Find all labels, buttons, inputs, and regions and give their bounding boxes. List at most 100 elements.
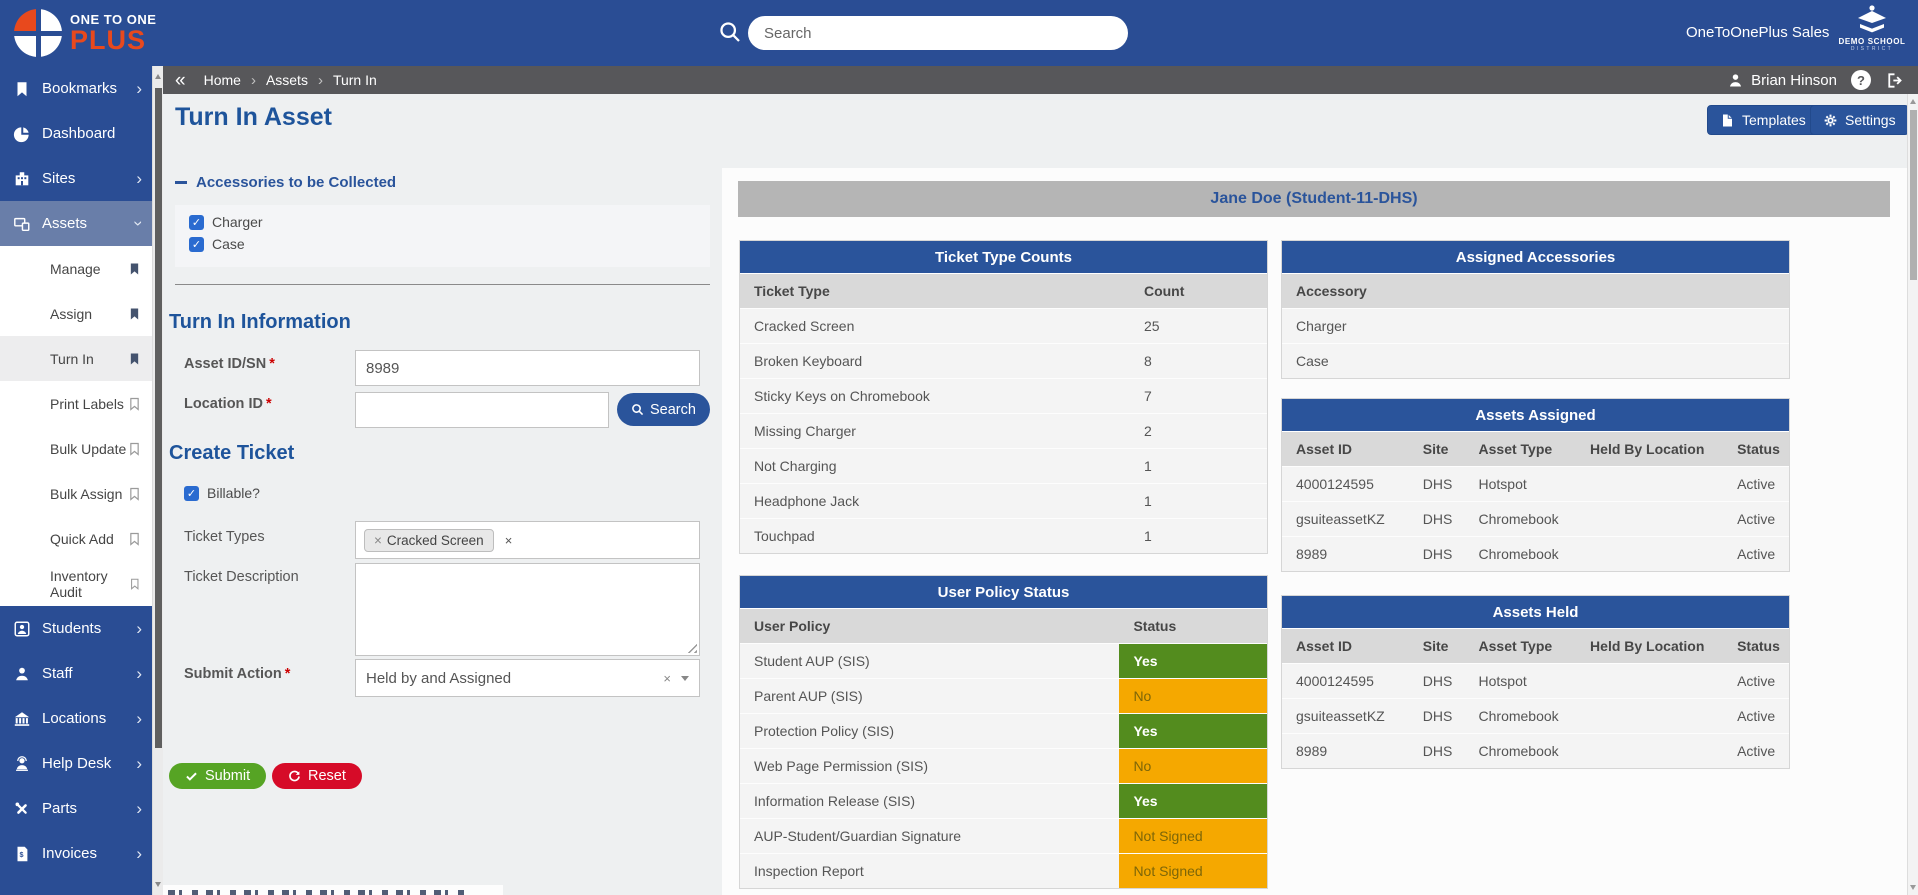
table-header-row: User Policy Status [740, 609, 1267, 643]
sidebar-subitem-print-labels[interactable]: Print Labels [0, 381, 152, 426]
chevron-right-icon: › [136, 619, 142, 638]
assets-assigned-table: Assets Assigned Asset ID Site Asset Type He… [1281, 398, 1790, 572]
reset-button[interactable]: Reset [272, 763, 362, 789]
table-row: 4000124595 DHS Hotspot Active [1282, 466, 1789, 501]
chevron-right-icon: › [136, 754, 142, 773]
table-cell: Chromebook [1478, 546, 1559, 562]
table-header-row: Ticket Type Count [740, 274, 1267, 308]
table-row: Parent AUP (SIS) No [740, 678, 1267, 713]
submit-action-select[interactable]: Held by and Assigned × [355, 659, 700, 697]
case-label: Case [212, 236, 245, 252]
scroll-down-arrow[interactable] [1910, 885, 1916, 890]
accessory-option-charger: ✓ Charger [189, 214, 696, 230]
sidebar-item-staff[interactable]: Staff › [0, 651, 152, 696]
billable-checkbox[interactable]: ✓ [184, 485, 199, 501]
sidebar-subitem-inventory-audit[interactable]: Inventory Audit [0, 561, 152, 606]
sidebar-subitem-label: Turn In [50, 350, 94, 367]
collapse-icon [175, 181, 187, 184]
location-search-button[interactable]: Search [617, 393, 710, 426]
breadcrumb-assets[interactable]: Assets [265, 72, 308, 88]
asset-id-input[interactable] [355, 350, 700, 386]
table-cell: 2 [1143, 423, 1152, 439]
sidebar-item-assets[interactable]: Assets › [0, 201, 152, 246]
chevron-right-icon: › [136, 79, 142, 98]
breadcrumb-turn-in[interactable]: Turn In [332, 72, 377, 88]
settings-button[interactable]: Settings [1810, 105, 1909, 135]
bookmark-icon [130, 487, 139, 501]
sidebar-scrollbar-thumb[interactable] [155, 88, 162, 748]
table-cell: Chromebook [1478, 511, 1559, 527]
svg-text:$: $ [19, 850, 23, 859]
logout-icon[interactable] [1885, 71, 1904, 90]
search-input[interactable] [748, 16, 1128, 50]
table-row: Sticky Keys on Chromebook 7 [740, 378, 1267, 413]
sidebar-item-students[interactable]: Students › [0, 606, 152, 651]
sidebar-subitem-manage[interactable]: Manage [0, 246, 152, 291]
charger-checkbox[interactable]: ✓ [189, 214, 204, 230]
page-scrollbar-thumb[interactable] [1910, 110, 1917, 280]
templates-button[interactable]: Templates [1707, 105, 1819, 135]
brand-line2: PLUS [70, 25, 147, 55]
sidebar-item-sites[interactable]: Sites › [0, 156, 152, 201]
asset-id-label: Asset ID/SN * [184, 356, 275, 372]
remove-tag-icon[interactable]: × [374, 532, 382, 548]
submit-button-label: Submit [205, 768, 251, 784]
clear-select-icon[interactable]: × [663, 670, 671, 686]
user-menu[interactable]: Brian Hinson [1727, 72, 1837, 89]
table-body: 4000124595 DHS Hotspot Active gsuiteassetKZ D… [1282, 466, 1789, 571]
templates-button-label: Templates [1742, 112, 1806, 128]
sidebar-item-label: Assets [42, 215, 88, 232]
sidebar-item-invoices[interactable]: $ Invoices › [0, 831, 152, 876]
sidebar-item-parts[interactable]: Parts › [0, 786, 152, 831]
ticket-description-textarea[interactable] [355, 563, 700, 656]
brand-logo[interactable]: ONE TO ONE PLUS [70, 13, 156, 54]
accessories-section-header[interactable]: Accessories to be Collected [175, 174, 396, 191]
help-icon[interactable]: ? [1851, 70, 1871, 90]
sidebar-subitem-bulk-update[interactable]: Bulk Update [0, 426, 152, 471]
page-scrollbar[interactable] [1907, 94, 1918, 895]
file-icon [1723, 114, 1732, 126]
sidebar-subitem-bulk-assign[interactable]: Bulk Assign [0, 471, 152, 516]
table-row: Not Charging 1 [740, 448, 1267, 483]
table-body: 4000124595 DHS Hotspot Active gsuiteassetKZ D… [1282, 663, 1789, 768]
sidebar-item-help-desk[interactable]: Help Desk › [0, 741, 152, 786]
case-checkbox[interactable]: ✓ [189, 236, 204, 252]
sidebar-item-label: Dashboard [42, 125, 116, 142]
sidebar-item-label: Bookmarks [42, 80, 118, 97]
scroll-up-arrow[interactable] [1910, 99, 1916, 104]
sidebar-subitem-quick-add[interactable]: Quick Add [0, 516, 152, 561]
ticket-types-input[interactable]: × Cracked Screen × [355, 521, 700, 559]
location-id-input[interactable] [355, 392, 609, 428]
sidebar-subitem-label: Inventory Audit [50, 567, 108, 600]
chevron-right-icon: › [136, 799, 142, 818]
sidebar-subitem-turn-in[interactable]: Turn In [0, 336, 152, 381]
table-title: User Policy Status [740, 576, 1267, 609]
bookmark-icon [130, 442, 139, 456]
sidebar-scrollbar[interactable] [152, 66, 163, 895]
resize-handle[interactable] [687, 643, 697, 653]
table-cell: Active [1737, 476, 1776, 492]
scroll-down-arrow[interactable] [155, 882, 161, 887]
submit-button[interactable]: Submit [169, 763, 267, 789]
student-icon [14, 621, 30, 636]
breadcrumb-home[interactable]: Home [203, 72, 241, 88]
table-cell: Student AUP (SIS) [754, 653, 870, 669]
sidebar-item-dashboard[interactable]: Dashboard [0, 111, 152, 156]
scroll-up-arrow[interactable] [155, 74, 161, 79]
sidebar-subitem-assign[interactable]: Assign [0, 291, 152, 336]
clear-ticket-types-icon[interactable]: × [504, 532, 513, 548]
table-row: Student AUP (SIS) Yes [740, 643, 1267, 678]
table-cell: Hotspot [1478, 476, 1527, 492]
brand-logo-icon[interactable] [14, 9, 62, 57]
column-header: Status [1737, 441, 1780, 457]
column-header: Held By Location [1590, 441, 1705, 457]
sidebar-item-locations[interactable]: Locations › [0, 696, 152, 741]
bookmark-icon [130, 308, 139, 319]
collapse-sidebar-icon[interactable]: « [175, 69, 186, 91]
sidebar-item-bookmarks[interactable]: Bookmarks › [0, 66, 152, 111]
sidebar-item-label: Parts [42, 800, 78, 817]
table-row: Touchpad 1 [740, 518, 1267, 553]
ticket-type-tag: × Cracked Screen [364, 528, 494, 552]
billable-label: Billable? [207, 485, 260, 501]
sidebar-subitem-label: Print Labels [50, 395, 124, 412]
